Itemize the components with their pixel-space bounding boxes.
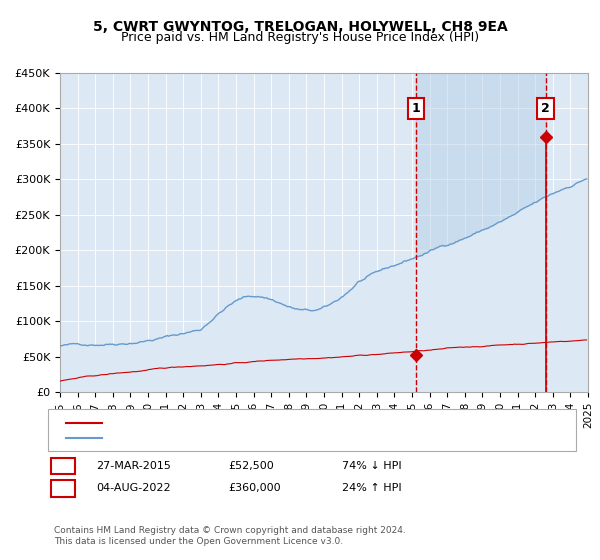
Text: 2: 2 xyxy=(541,102,550,115)
Text: 1: 1 xyxy=(59,461,67,471)
Text: £52,500: £52,500 xyxy=(228,461,274,471)
Text: 27-MAR-2015: 27-MAR-2015 xyxy=(96,461,171,471)
Text: 2: 2 xyxy=(59,483,67,493)
Text: £360,000: £360,000 xyxy=(228,483,281,493)
Bar xyxy=(416,73,545,392)
Text: 04-AUG-2022: 04-AUG-2022 xyxy=(96,483,170,493)
Text: 74% ↓ HPI: 74% ↓ HPI xyxy=(342,461,401,471)
Text: HPI: Average price, detached house, Flintshire: HPI: Average price, detached house, Flin… xyxy=(108,433,349,443)
Text: 24% ↑ HPI: 24% ↑ HPI xyxy=(342,483,401,493)
Text: 5, CWRT GWYNTOG, TRELOGAN, HOLYWELL, CH8 9EA: 5, CWRT GWYNTOG, TRELOGAN, HOLYWELL, CH8… xyxy=(92,20,508,34)
Text: Price paid vs. HM Land Registry's House Price Index (HPI): Price paid vs. HM Land Registry's House … xyxy=(121,31,479,44)
Text: 5, CWRT GWYNTOG, TRELOGAN, HOLYWELL, CH8 9EA (detached house): 5, CWRT GWYNTOG, TRELOGAN, HOLYWELL, CH8… xyxy=(108,418,481,428)
Text: Contains HM Land Registry data © Crown copyright and database right 2024.
This d: Contains HM Land Registry data © Crown c… xyxy=(54,526,406,546)
Text: 1: 1 xyxy=(412,102,421,115)
